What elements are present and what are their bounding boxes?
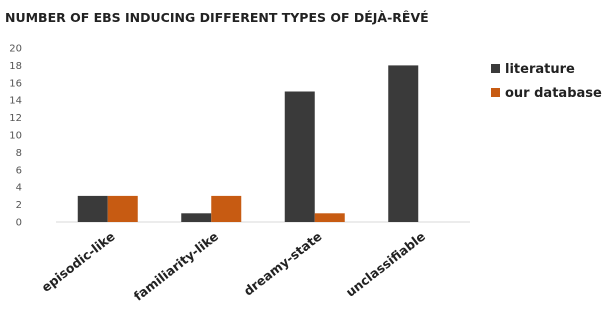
legend-label: our database — [505, 86, 602, 101]
y-tick-label: 14 — [9, 96, 22, 107]
y-tick-label: 2 — [16, 200, 22, 211]
y-tick-label: 6 — [16, 165, 22, 176]
x-tick-label: unclassifiable — [343, 229, 428, 300]
y-tick-label: 8 — [16, 148, 22, 159]
legend-label: literature — [505, 62, 575, 77]
bar-literature-dreamy-state — [284, 91, 315, 222]
legend-swatch-our-database — [491, 88, 500, 97]
y-tick-label: 4 — [16, 183, 22, 194]
legend-swatch-literature — [491, 64, 500, 73]
bars-group — [77, 65, 419, 223]
bar-literature-familiarity-like — [181, 213, 212, 222]
x-tick-label: familiarity-like — [131, 229, 221, 304]
y-tick-label: 16 — [9, 78, 22, 89]
x-tick-label: episodic-like — [39, 229, 118, 295]
bar-our-database-dreamy-state — [314, 213, 345, 222]
bar-our-database-episodic-like — [107, 195, 138, 222]
bar-literature-unclassifiable — [388, 65, 419, 223]
chart-title: NUMBER OF EBS INDUCING DIFFERENT TYPES O… — [5, 10, 429, 25]
bar-our-database-familiarity-like — [211, 195, 242, 222]
y-tick-label: 10 — [9, 131, 22, 142]
y-tick-label: 12 — [9, 113, 22, 124]
bar-literature-episodic-like — [77, 195, 108, 222]
y-tick-label: 20 — [9, 44, 22, 55]
legend: literature our database — [491, 62, 602, 101]
x-tick-label: dreamy-state — [241, 229, 325, 299]
y-tick-label: 18 — [9, 61, 22, 72]
y-tick-label: 0 — [16, 218, 22, 229]
y-axis: 0 2 4 6 8 10 12 14 16 18 20 — [9, 44, 22, 229]
x-axis-labels: episodic-like familiarity-like dreamy-stat… — [39, 229, 429, 304]
